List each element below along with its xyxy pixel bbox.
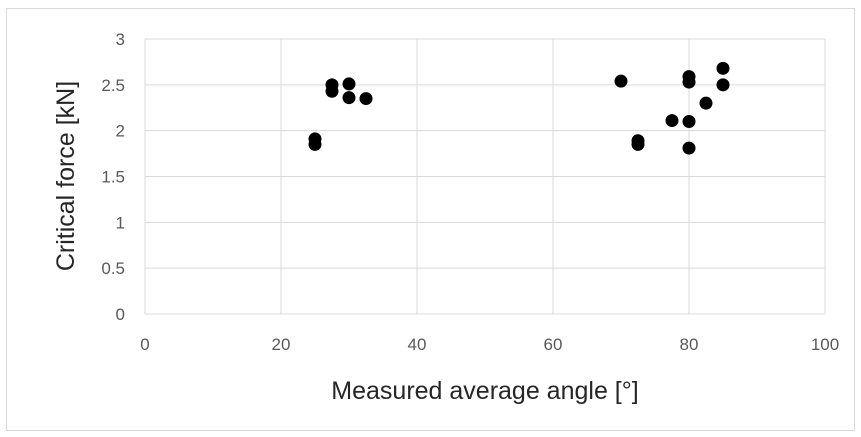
x-tick-label: 20 — [272, 335, 291, 354]
x-tick-label: 60 — [544, 335, 563, 354]
x-axis-title: Measured average angle [°] — [331, 377, 638, 405]
data-point — [699, 96, 713, 110]
data-point — [308, 137, 322, 151]
x-tick-label: 0 — [140, 335, 149, 354]
data-point — [342, 91, 356, 105]
data-point — [716, 78, 730, 92]
data-point — [614, 74, 628, 88]
data-point — [325, 84, 339, 98]
x-tick-labels: 0 20 40 60 80 100 — [140, 335, 839, 354]
y-axis-title: Critical force [kN] — [52, 81, 80, 271]
data-point — [665, 114, 679, 128]
y-tick-label: 3 — [116, 30, 125, 49]
y-tick-labels: 0 0.5 1 1.5 2 2.5 3 — [101, 30, 125, 324]
chart-frame — [6, 8, 855, 431]
data-point — [359, 92, 373, 106]
grid-lines — [144, 38, 826, 315]
data-points — [308, 61, 730, 155]
y-tick-label: 2 — [116, 122, 125, 141]
y-tick-label: 0 — [116, 305, 125, 324]
y-tick-label: 1 — [116, 213, 125, 232]
data-point — [631, 137, 645, 151]
x-tick-label: 100 — [811, 335, 839, 354]
data-point — [342, 77, 356, 91]
data-point — [682, 115, 696, 128]
data-point — [682, 75, 696, 89]
x-tick-label: 80 — [680, 335, 699, 354]
data-point — [682, 141, 696, 155]
data-point — [716, 61, 730, 75]
x-tick-label: 40 — [408, 335, 427, 354]
y-tick-label: 2.5 — [101, 76, 125, 95]
y-tick-label: 1.5 — [101, 168, 125, 187]
y-tick-label: 0.5 — [101, 259, 125, 278]
